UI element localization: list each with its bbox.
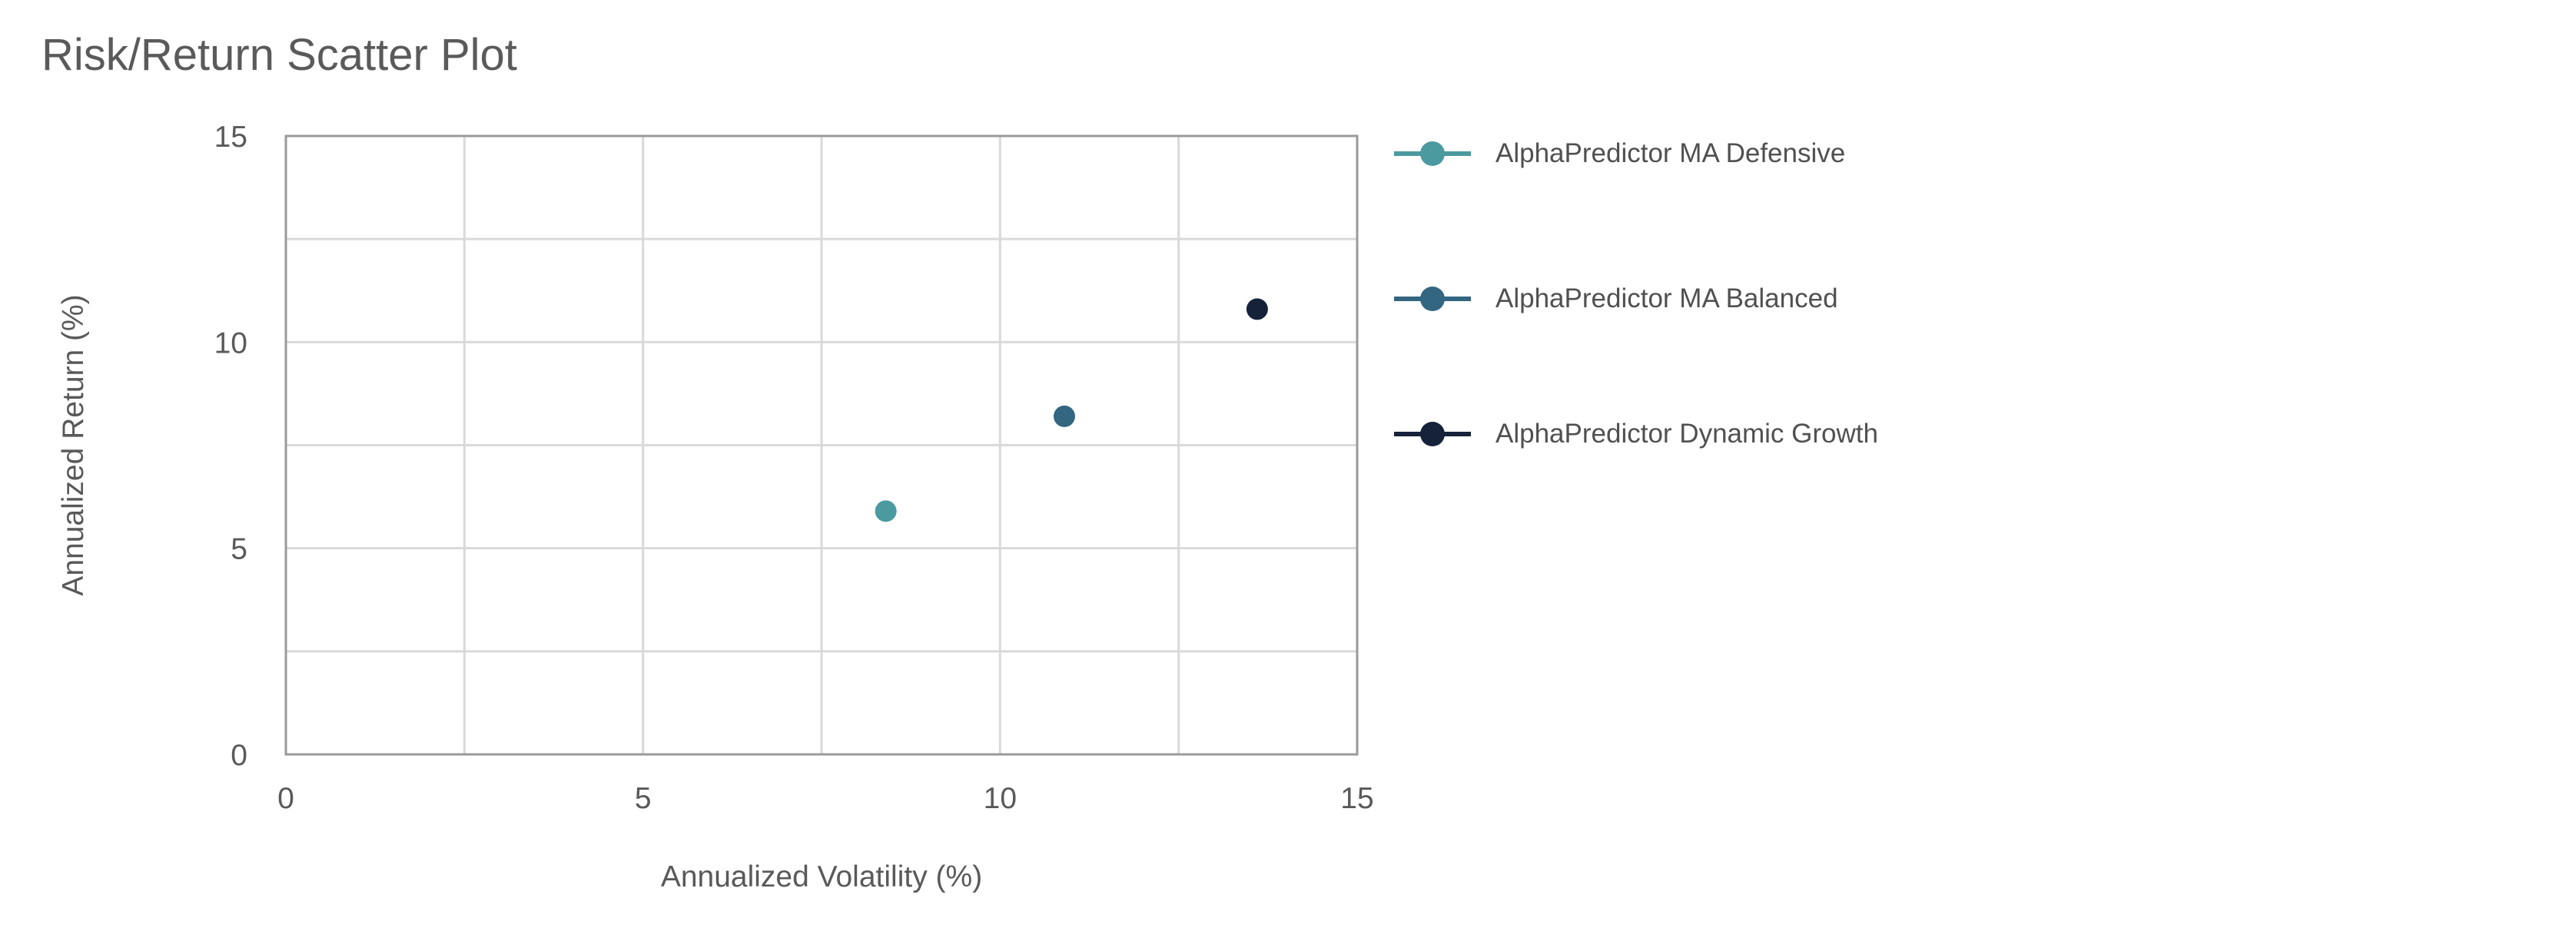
legend-item-defensive: AlphaPredictor MA Defensive: [1393, 131, 1845, 177]
y-tick-label: 10: [214, 326, 247, 360]
data-point-alphapredictor-ma-defensive: [875, 500, 897, 522]
x-axis-label: Annualized Volatility (%): [661, 860, 982, 893]
y-tick-label: 5: [231, 533, 247, 566]
x-tick-label: 15: [1340, 782, 1373, 815]
y-axis-label: Annualized Return (%): [57, 294, 90, 595]
data-point-alphapredictor-dynamic-growth: [1246, 298, 1268, 320]
data-point-alphapredictor-ma-balanced: [1053, 405, 1075, 427]
x-tick-label: 0: [277, 782, 294, 815]
legend-label: AlphaPredictor MA Defensive: [1495, 138, 1846, 168]
legend-label: AlphaPredictor MA Balanced: [1495, 283, 1838, 313]
y-tick-label: 0: [231, 739, 247, 772]
legend-item-dynamic-growth: AlphaPredictor Dynamic Growth: [1393, 411, 1878, 457]
chart-title: Risk/Return Scatter Plot: [41, 30, 517, 80]
grid-lines: [284, 134, 1359, 756]
plot-area-border: [284, 134, 1359, 756]
y-tick-label: 15: [214, 121, 247, 154]
legend-marker-dynamic-growth: [1394, 422, 1471, 446]
legend-marker-defensive: [1394, 141, 1471, 166]
legend-item-balanced: AlphaPredictor MA Balanced: [1393, 276, 1838, 322]
legend: AlphaPredictor MA Defensive AlphaPredict…: [1393, 0, 2084, 928]
legend-marker-balanced: [1394, 287, 1471, 311]
tick-labels: 0 5 10 15 0 5 10 15: [214, 121, 1374, 815]
x-tick-label: 10: [984, 782, 1017, 815]
data-points: [875, 298, 1268, 522]
legend-label: AlphaPredictor Dynamic Growth: [1495, 419, 1878, 449]
x-tick-label: 5: [635, 782, 652, 815]
